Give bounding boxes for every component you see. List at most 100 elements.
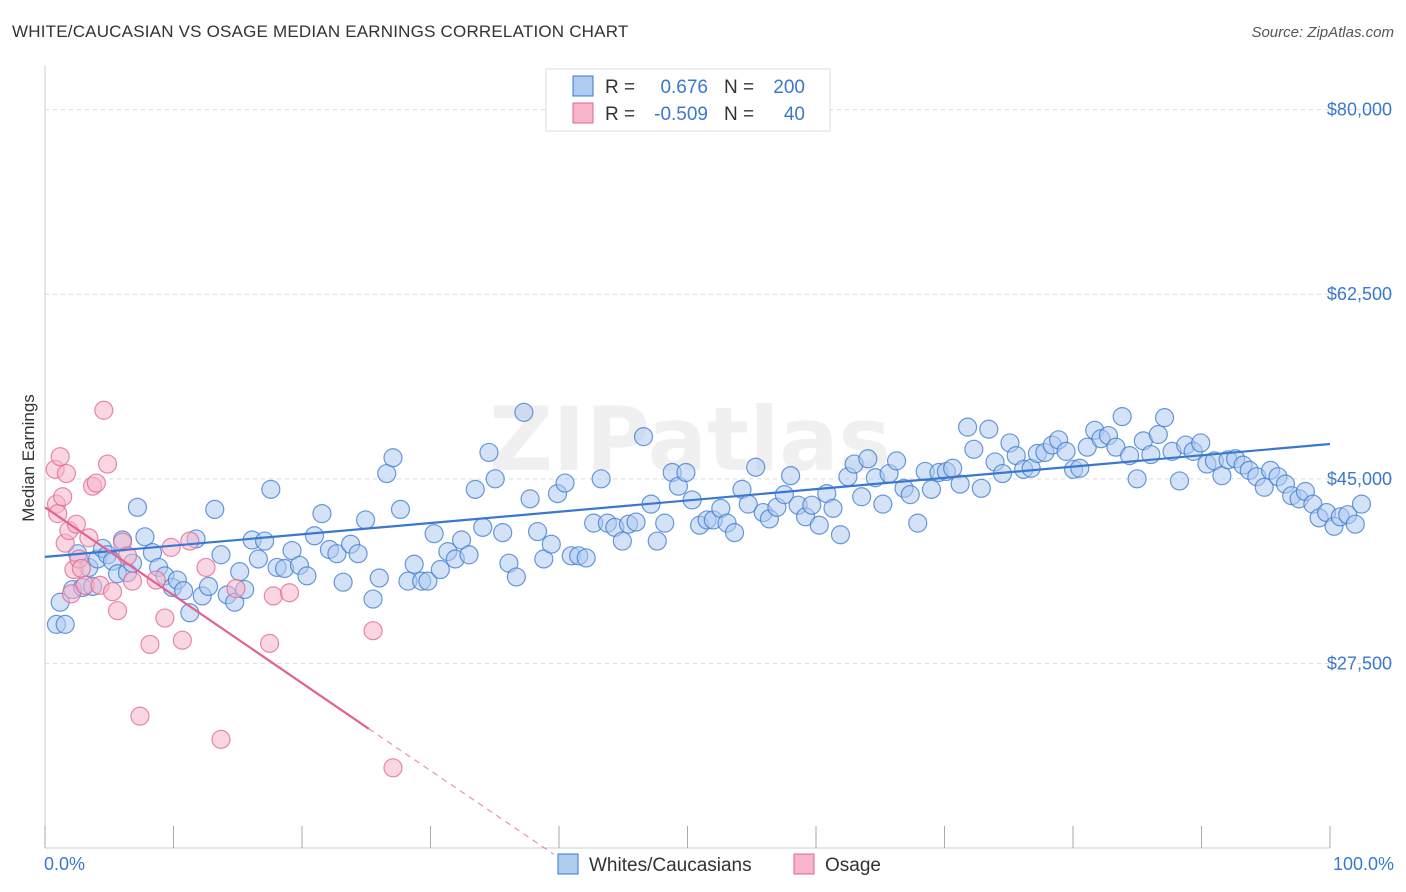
data-point-osage	[146, 570, 166, 590]
data-point-whites	[555, 473, 575, 493]
data-point-osage	[53, 487, 73, 507]
data-point-whites	[514, 402, 534, 422]
data-point-whites	[900, 485, 920, 505]
data-point-whites	[809, 515, 829, 535]
legend-r-value: 0.676	[660, 77, 708, 98]
data-point-whites	[506, 567, 526, 587]
y-tick-labels: $27,500 $45,000 $62,500 $80,000	[1327, 100, 1392, 674]
data-point-whites	[327, 544, 347, 564]
data-point-whites	[1345, 514, 1365, 534]
data-point-osage	[130, 706, 150, 726]
data-point-whites	[921, 479, 942, 499]
data-point-whites	[55, 614, 75, 634]
data-point-whites	[355, 510, 376, 530]
axes	[44, 66, 1331, 849]
y-tick-label: $45,000	[1327, 469, 1392, 489]
data-point-whites	[886, 451, 907, 471]
data-point-whites	[348, 544, 368, 564]
series-osage-points	[45, 400, 403, 778]
data-point-whites	[1254, 477, 1274, 497]
gridlines	[45, 109, 1392, 664]
data-point-whites	[485, 469, 505, 489]
data-point-whites	[647, 531, 667, 551]
data-point-whites	[633, 427, 654, 447]
data-point-osage	[102, 582, 123, 602]
legend-r-label: R =	[605, 104, 635, 125]
legend: R = 0.676 N = 200 R = -0.509 N = 40	[545, 68, 831, 132]
data-point-whites	[465, 479, 485, 499]
data-point-whites	[390, 499, 411, 520]
data-point-osage	[180, 531, 200, 551]
data-point-whites	[612, 531, 632, 551]
data-point-whites	[527, 521, 548, 542]
data-point-whites	[363, 589, 383, 609]
data-point-osage	[226, 578, 246, 599]
data-point-osage	[94, 400, 114, 420]
data-point-osage	[172, 630, 192, 650]
data-point-whites	[802, 495, 822, 515]
data-point-whites	[971, 478, 991, 498]
data-point-osage	[196, 557, 216, 578]
data-point-whites	[424, 524, 444, 544]
legend-n-label: N =	[724, 104, 754, 125]
data-point-osage	[122, 571, 143, 591]
data-point-whites	[1056, 441, 1076, 461]
trend-lines	[44, 442, 1331, 855]
data-point-whites	[1169, 471, 1190, 491]
data-point-osage	[155, 608, 175, 628]
x-tick-label: 0.0%	[44, 854, 85, 874]
bottom-legend: Whites/Caucasians Osage	[557, 853, 881, 876]
trend-line-whites	[44, 442, 1331, 558]
data-point-whites	[1148, 424, 1168, 445]
data-point-whites	[676, 462, 696, 483]
data-point-osage	[263, 586, 283, 606]
data-point-osage	[50, 447, 70, 467]
data-point-osage	[259, 633, 280, 653]
data-point-whites	[493, 523, 513, 543]
data-point-whites	[473, 517, 493, 537]
data-point-whites	[312, 504, 332, 524]
x-tick-labels: 0.0% 100.0%	[44, 854, 1394, 874]
data-point-whites	[230, 562, 250, 582]
data-point-osage	[71, 558, 91, 579]
data-point-whites	[383, 448, 403, 468]
data-point-whites	[333, 572, 353, 592]
data-point-whites	[205, 499, 225, 520]
x-tick-label: 100.0%	[1333, 854, 1394, 874]
data-point-whites	[297, 566, 317, 586]
trend-line-osage-extension	[368, 728, 555, 855]
data-point-whites	[1070, 458, 1090, 478]
y-tick-label: $27,500	[1327, 653, 1392, 673]
data-point-whites	[958, 417, 978, 437]
data-point-osage	[61, 584, 82, 604]
data-point-whites	[774, 485, 794, 505]
data-point-whites	[724, 523, 745, 543]
data-point-whites	[852, 487, 872, 507]
data-point-whites	[135, 527, 155, 547]
data-point-whites	[369, 568, 389, 588]
data-point-whites	[823, 498, 843, 518]
data-point-osage	[66, 514, 86, 534]
y-tick-label: $62,500	[1327, 284, 1392, 304]
data-point-whites	[404, 554, 424, 574]
data-point-whites	[1112, 406, 1132, 427]
data-point-whites	[459, 545, 479, 565]
data-point-whites	[211, 545, 231, 565]
data-point-whites	[873, 494, 893, 514]
data-point-whites	[591, 469, 611, 489]
y-tick-label: $80,000	[1327, 100, 1392, 120]
data-point-whites	[964, 439, 984, 459]
data-point-whites	[1106, 437, 1126, 457]
data-point-whites	[950, 474, 970, 494]
data-point-osage	[97, 454, 118, 474]
bottom-legend-swatch-pink	[793, 853, 815, 875]
data-point-whites	[830, 525, 851, 545]
data-point-whites	[908, 513, 928, 533]
y-axis-label: Median Earnings	[19, 394, 38, 522]
data-point-whites	[1127, 469, 1147, 489]
data-point-osage	[363, 621, 383, 641]
legend-r-value: -0.509	[654, 104, 708, 125]
data-point-osage	[107, 601, 128, 621]
data-point-whites	[655, 513, 675, 533]
data-point-whites	[479, 442, 499, 463]
